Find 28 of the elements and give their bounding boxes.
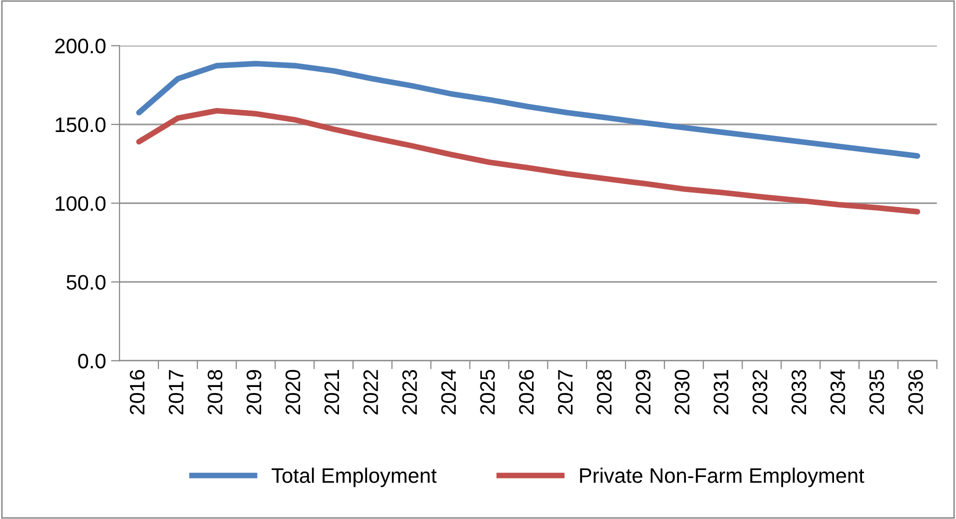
x-tick-label: 2027 xyxy=(558,370,573,414)
x-tick-label: 2029 xyxy=(636,370,651,414)
legend-label: Total Employment xyxy=(272,468,437,488)
y-tick-label: 0.0 xyxy=(78,354,106,368)
x-tick-label: 2034 xyxy=(830,370,846,414)
x-tick-label: 2019 xyxy=(246,370,262,414)
legend-label: Private Non-Farm Employment xyxy=(580,468,864,488)
x-tick-label: 2023 xyxy=(402,370,418,414)
x-tick-label: 2036 xyxy=(908,370,924,414)
x-tick-label: 2022 xyxy=(363,370,378,414)
x-tick-label: 2017 xyxy=(168,370,184,414)
y-tick-label: 150.0 xyxy=(56,117,106,132)
x-tick-label: 2026 xyxy=(519,370,534,414)
x-tick-label: 2028 xyxy=(596,370,612,414)
x-tick-label: 2020 xyxy=(285,370,300,414)
x-tick-label: 2016 xyxy=(130,370,145,414)
x-tick-label: 2024 xyxy=(441,370,456,414)
x-tick-label: 2035 xyxy=(869,370,884,414)
x-tick-label: 2018 xyxy=(208,370,222,414)
x-tick-label: 2031 xyxy=(714,370,728,414)
x-tick-label: 2030 xyxy=(674,370,690,414)
x-tick-label: 2025 xyxy=(480,370,495,414)
y-tick-label: 50.0 xyxy=(66,274,106,290)
x-tick-label: 2033 xyxy=(791,370,806,414)
y-tick-label: 200.0 xyxy=(55,38,106,54)
y-tick-label: 100.0 xyxy=(56,196,106,211)
x-tick-label: 2021 xyxy=(324,370,340,414)
x-tick-label: 2032 xyxy=(752,370,768,414)
